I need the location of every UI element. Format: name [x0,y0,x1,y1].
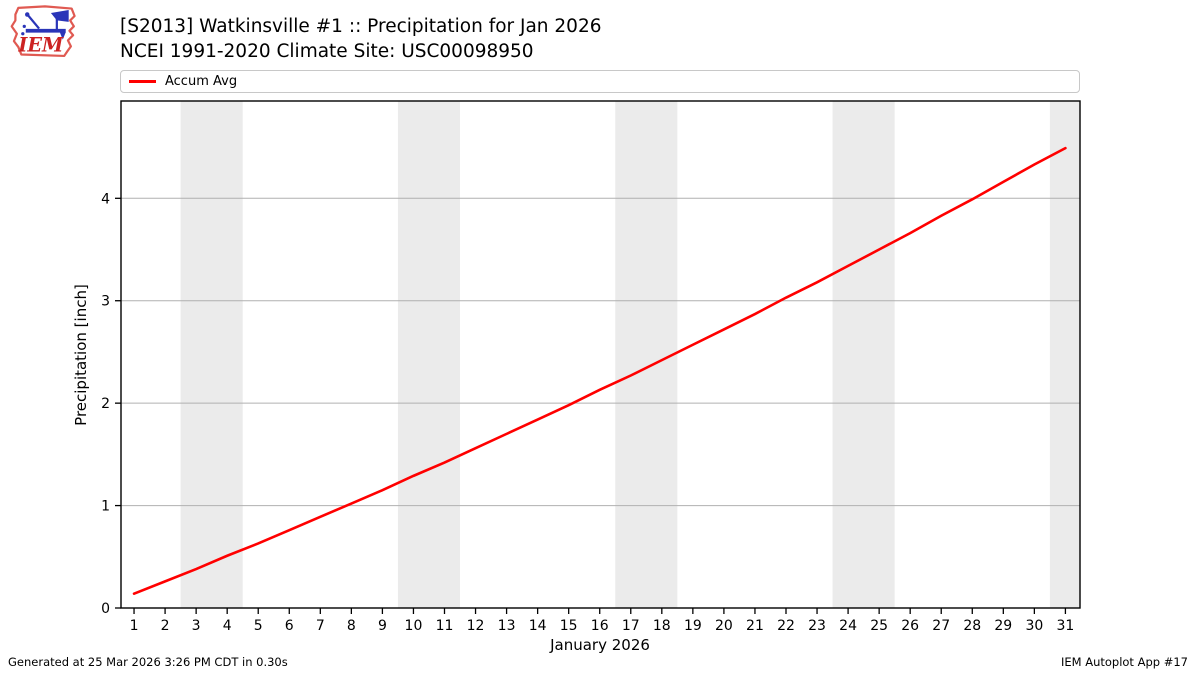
svg-text:2: 2 [101,396,110,412]
svg-text:3: 3 [101,294,110,310]
legend-label: Accum Avg [165,74,238,89]
svg-text:1: 1 [101,499,110,515]
svg-text:10: 10 [405,618,423,634]
svg-text:23: 23 [808,618,826,634]
svg-text:8: 8 [347,618,356,634]
chart-title-line2: NCEI 1991-2020 Climate Site: USC00098950 [120,41,534,62]
svg-text:7: 7 [316,618,325,634]
axis-tick-labels: 1 2 3 4 5 6 7 8 9 10 11 12 13 14 15 16 17 18 19 20 21 22 23 24 2… [101,191,1074,634]
svg-text:19: 19 [684,618,702,634]
svg-text:31: 31 [1056,618,1074,634]
svg-text:21: 21 [746,618,764,634]
svg-text:12: 12 [467,618,485,634]
svg-text:13: 13 [498,618,516,634]
legend: Accum Avg [120,70,1080,93]
svg-text:6: 6 [285,618,294,634]
svg-text:9: 9 [378,618,387,634]
iem-logo: IEM [10,5,76,58]
svg-text:4: 4 [101,191,110,207]
weather-vane-icon [21,10,69,40]
app-credit: IEM Autoplot App #17 [1060,655,1188,669]
chart-title-block: [S2013] Watkinsville #1 :: Precipitation… [120,14,602,64]
weekend-shading-bands [180,101,1080,608]
svg-text:26: 26 [901,618,919,634]
svg-text:2: 2 [161,618,170,634]
generated-timestamp: Generated at 25 Mar 2026 3:26 PM CDT in … [8,655,288,669]
svg-text:3: 3 [192,618,201,634]
svg-text:22: 22 [777,618,795,634]
x-axis-label: January 2026 [549,636,650,654]
svg-text:14: 14 [529,618,547,634]
gridlines [121,197,1080,507]
svg-text:30: 30 [1025,618,1043,634]
plot-border [120,100,1081,609]
svg-text:28: 28 [963,618,981,634]
svg-text:15: 15 [560,618,578,634]
chart-title-line1: [S2013] Watkinsville #1 :: Precipitation… [120,16,602,37]
legend-line-swatch [129,80,156,83]
svg-text:18: 18 [653,618,671,634]
svg-text:4: 4 [223,618,232,634]
svg-text:5: 5 [254,618,263,634]
svg-text:17: 17 [622,618,640,634]
svg-text:24: 24 [839,618,857,634]
y-axis-label: Precipitation [inch] [72,284,90,426]
svg-text:20: 20 [715,618,733,634]
svg-text:1: 1 [130,618,139,634]
svg-text:11: 11 [436,618,454,634]
accum-avg-line [132,146,1067,595]
svg-text:16: 16 [591,618,609,634]
svg-text:29: 29 [994,618,1012,634]
svg-text:0: 0 [101,601,110,617]
svg-text:27: 27 [932,618,950,634]
axis-ticks [115,197,1067,614]
svg-text:25: 25 [870,618,888,634]
logo-text: IEM [17,34,64,57]
